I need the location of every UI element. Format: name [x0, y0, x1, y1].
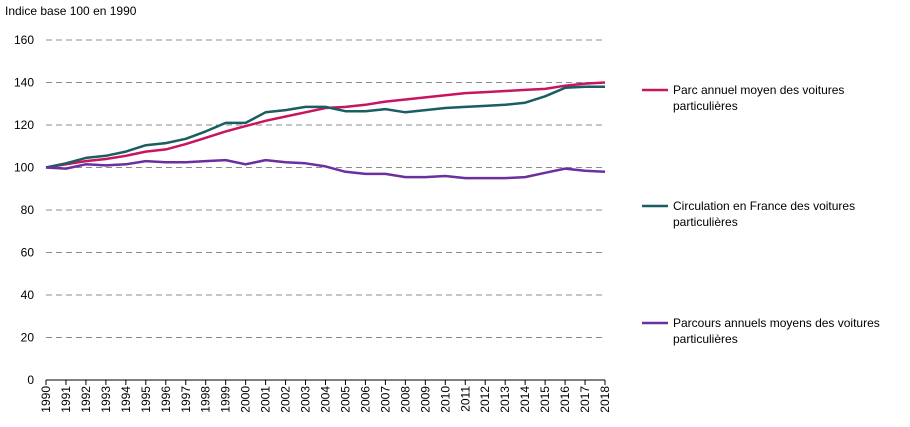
legend-label-2: Parcours annuels moyens des voitures: [673, 316, 880, 330]
x-tick-label: 1995: [139, 386, 153, 413]
x-tick-label: 2000: [239, 386, 253, 413]
legend-label-2: particulières: [673, 332, 738, 346]
x-tick-label: 2016: [558, 386, 572, 413]
x-tick-label: 2011: [458, 386, 472, 412]
y-tick-label: 20: [21, 331, 35, 345]
y-axis-ticks: 0 20 40 60 80 100 120 140 160: [14, 33, 34, 387]
x-tick-label: 2007: [378, 386, 392, 413]
legend-label-1: particulières: [673, 215, 738, 229]
x-tick-label: 2004: [319, 386, 333, 413]
x-tick-label: 2008: [398, 386, 412, 413]
series-line-1: [45, 85, 605, 169]
x-tick-label: 2018: [598, 386, 612, 413]
x-tick-label: 2010: [438, 386, 452, 413]
y-tick-label: 100: [14, 161, 34, 175]
x-tick-label: 1999: [219, 386, 233, 413]
series-lines: [45, 81, 606, 180]
x-tick-label: 2001: [259, 386, 273, 413]
x-tick-label: 2005: [338, 386, 352, 413]
x-tick-label: 2003: [299, 386, 313, 413]
y-axis-label: Indice base 100 en 1990: [5, 4, 137, 18]
x-tick-label: 1990: [39, 386, 53, 413]
y-tick-label: 140: [14, 76, 34, 90]
x-tick-label: 2006: [358, 386, 372, 413]
x-tick-label: 2009: [418, 386, 432, 413]
gridlines: [46, 39, 605, 338]
x-tick-label: 1991: [59, 386, 73, 413]
y-tick-label: 60: [21, 246, 35, 260]
legend-label-0: Parc annuel moyen des voitures: [673, 83, 844, 97]
x-tick-label: 2017: [578, 386, 592, 413]
x-tick-label: 2012: [478, 386, 492, 413]
x-axis: 1990 1991 1992 1993 1994 1995 1996 1997 1998 1999…: [39, 379, 612, 413]
x-tick-label: 2014: [518, 386, 532, 413]
y-tick-label: 120: [14, 118, 34, 132]
x-tick-label: 1997: [179, 386, 193, 413]
y-tick-label: 40: [21, 288, 35, 302]
x-tick-label: 2015: [538, 386, 552, 413]
series-line-2: [45, 158, 606, 180]
x-tick-label: 1993: [99, 386, 113, 413]
x-tick-label: 1998: [199, 386, 213, 413]
x-tick-label: 1992: [79, 386, 93, 413]
legend: Parc annuel moyen des voitures particuliè…: [642, 83, 880, 346]
x-tick-label: 2013: [498, 386, 512, 413]
y-tick-label: 160: [14, 33, 34, 47]
y-tick-label: 80: [21, 203, 35, 217]
x-tick-label: 2002: [279, 386, 293, 413]
x-tick-label: 1996: [159, 386, 173, 413]
legend-label-0: particulières: [673, 99, 738, 113]
y-tick-label: 0: [27, 373, 34, 387]
x-tick-label: 1994: [119, 386, 133, 413]
legend-label-1: Circulation en France des voitures: [673, 199, 855, 213]
